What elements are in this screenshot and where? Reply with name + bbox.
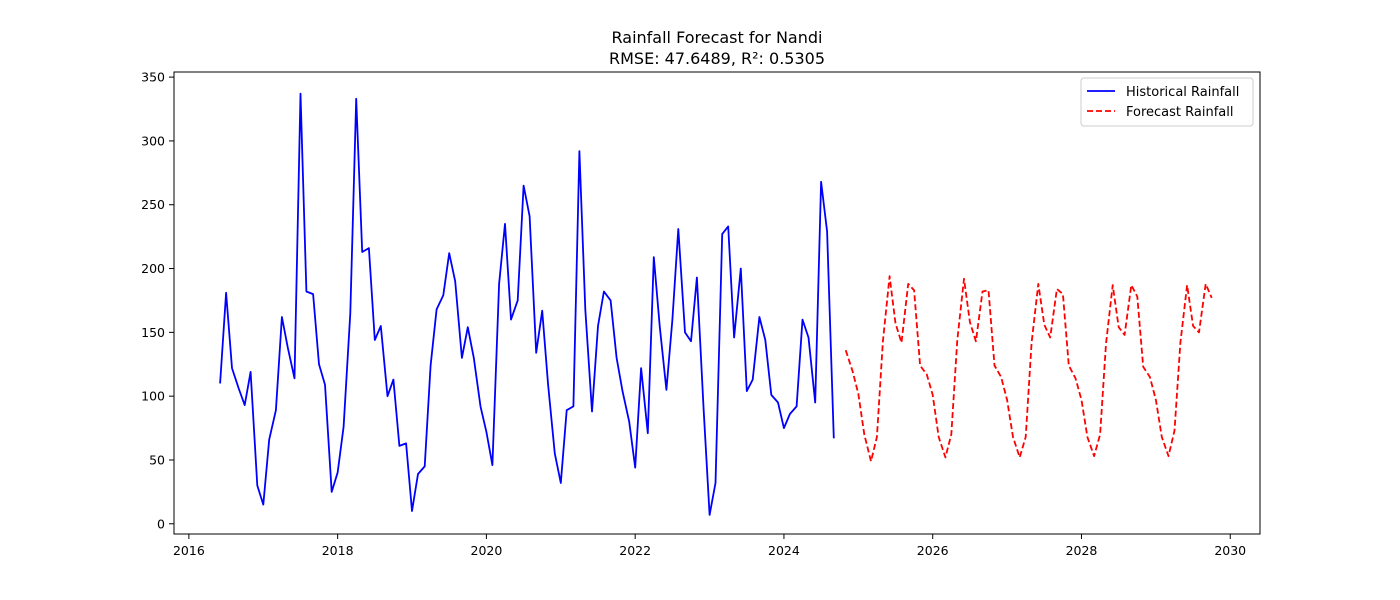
x-axis: 2016 2018 2020 2022 2024 2026 2028 2030 — [173, 534, 1246, 558]
chart-title: Rainfall Forecast for Nandi — [612, 28, 823, 47]
y-tick-label: 350 — [141, 70, 165, 85]
x-tick-label: 2022 — [619, 543, 651, 558]
x-tick-label: 2028 — [1066, 543, 1098, 558]
legend-label-forecast: Forecast Rainfall — [1126, 105, 1233, 120]
y-tick-label: 50 — [149, 452, 165, 467]
y-axis: 0 50 100 150 200 250 300 350 — [141, 70, 174, 531]
x-tick-label: 2020 — [471, 543, 503, 558]
y-tick-label: 250 — [141, 197, 165, 212]
x-tick-label: 2016 — [173, 543, 205, 558]
forecast-rainfall-line — [844, 275, 1213, 463]
x-tick-label: 2018 — [322, 543, 354, 558]
legend-box — [1080, 77, 1254, 127]
y-tick-label: 100 — [141, 389, 165, 404]
historical-rainfall-line — [219, 92, 835, 516]
chart-subtitle: RMSE: 47.6489, R²: 0.5305 — [609, 49, 825, 68]
plot-frame — [173, 71, 1261, 535]
y-tick-label: 300 — [141, 133, 165, 148]
y-tick-label: 150 — [141, 325, 165, 340]
legend: Historical Rainfall Forecast Rainfall — [1080, 77, 1254, 127]
x-tick-label: 2030 — [1214, 543, 1246, 558]
legend-label-historical: Historical Rainfall — [1126, 85, 1239, 100]
x-tick-label: 2026 — [917, 543, 949, 558]
y-tick-label: 200 — [141, 261, 165, 276]
x-tick-label: 2024 — [768, 543, 800, 558]
y-tick-label: 0 — [157, 516, 165, 531]
plot-series — [219, 92, 1213, 516]
